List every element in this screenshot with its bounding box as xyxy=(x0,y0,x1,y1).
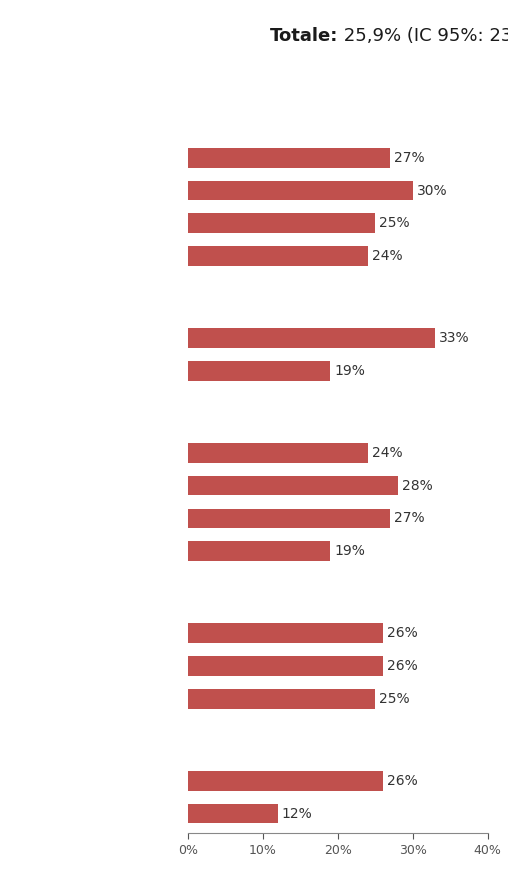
Bar xyxy=(188,624,383,643)
Text: 30%: 30% xyxy=(417,184,447,197)
Bar xyxy=(188,656,383,676)
Text: 19%: 19% xyxy=(334,544,365,558)
Bar xyxy=(188,213,375,233)
Text: 28%: 28% xyxy=(401,478,432,493)
Text: 25%: 25% xyxy=(379,216,409,230)
Bar xyxy=(188,689,375,709)
Bar xyxy=(188,509,390,529)
Bar xyxy=(188,148,390,168)
Text: Totale:: Totale: xyxy=(269,27,338,45)
Bar xyxy=(188,361,330,381)
Bar xyxy=(188,246,368,266)
Text: 26%: 26% xyxy=(387,659,417,673)
Text: 24%: 24% xyxy=(371,249,402,263)
Bar xyxy=(188,476,398,495)
Bar xyxy=(188,443,368,462)
Text: 12%: 12% xyxy=(281,806,312,821)
Bar xyxy=(188,804,278,823)
Text: 25%: 25% xyxy=(379,692,409,706)
Bar xyxy=(188,771,383,790)
Bar xyxy=(188,181,413,201)
Text: 26%: 26% xyxy=(387,774,417,788)
Text: 25,9% (IC 95%: 23,9%-: 25,9% (IC 95%: 23,9%- xyxy=(338,27,508,45)
Text: 24%: 24% xyxy=(371,446,402,460)
Text: 27%: 27% xyxy=(394,151,425,165)
Bar xyxy=(188,541,330,561)
Text: 33%: 33% xyxy=(439,332,469,345)
Text: 27%: 27% xyxy=(394,512,425,525)
Text: 19%: 19% xyxy=(334,364,365,378)
Bar xyxy=(188,328,435,348)
Text: 26%: 26% xyxy=(387,626,417,641)
